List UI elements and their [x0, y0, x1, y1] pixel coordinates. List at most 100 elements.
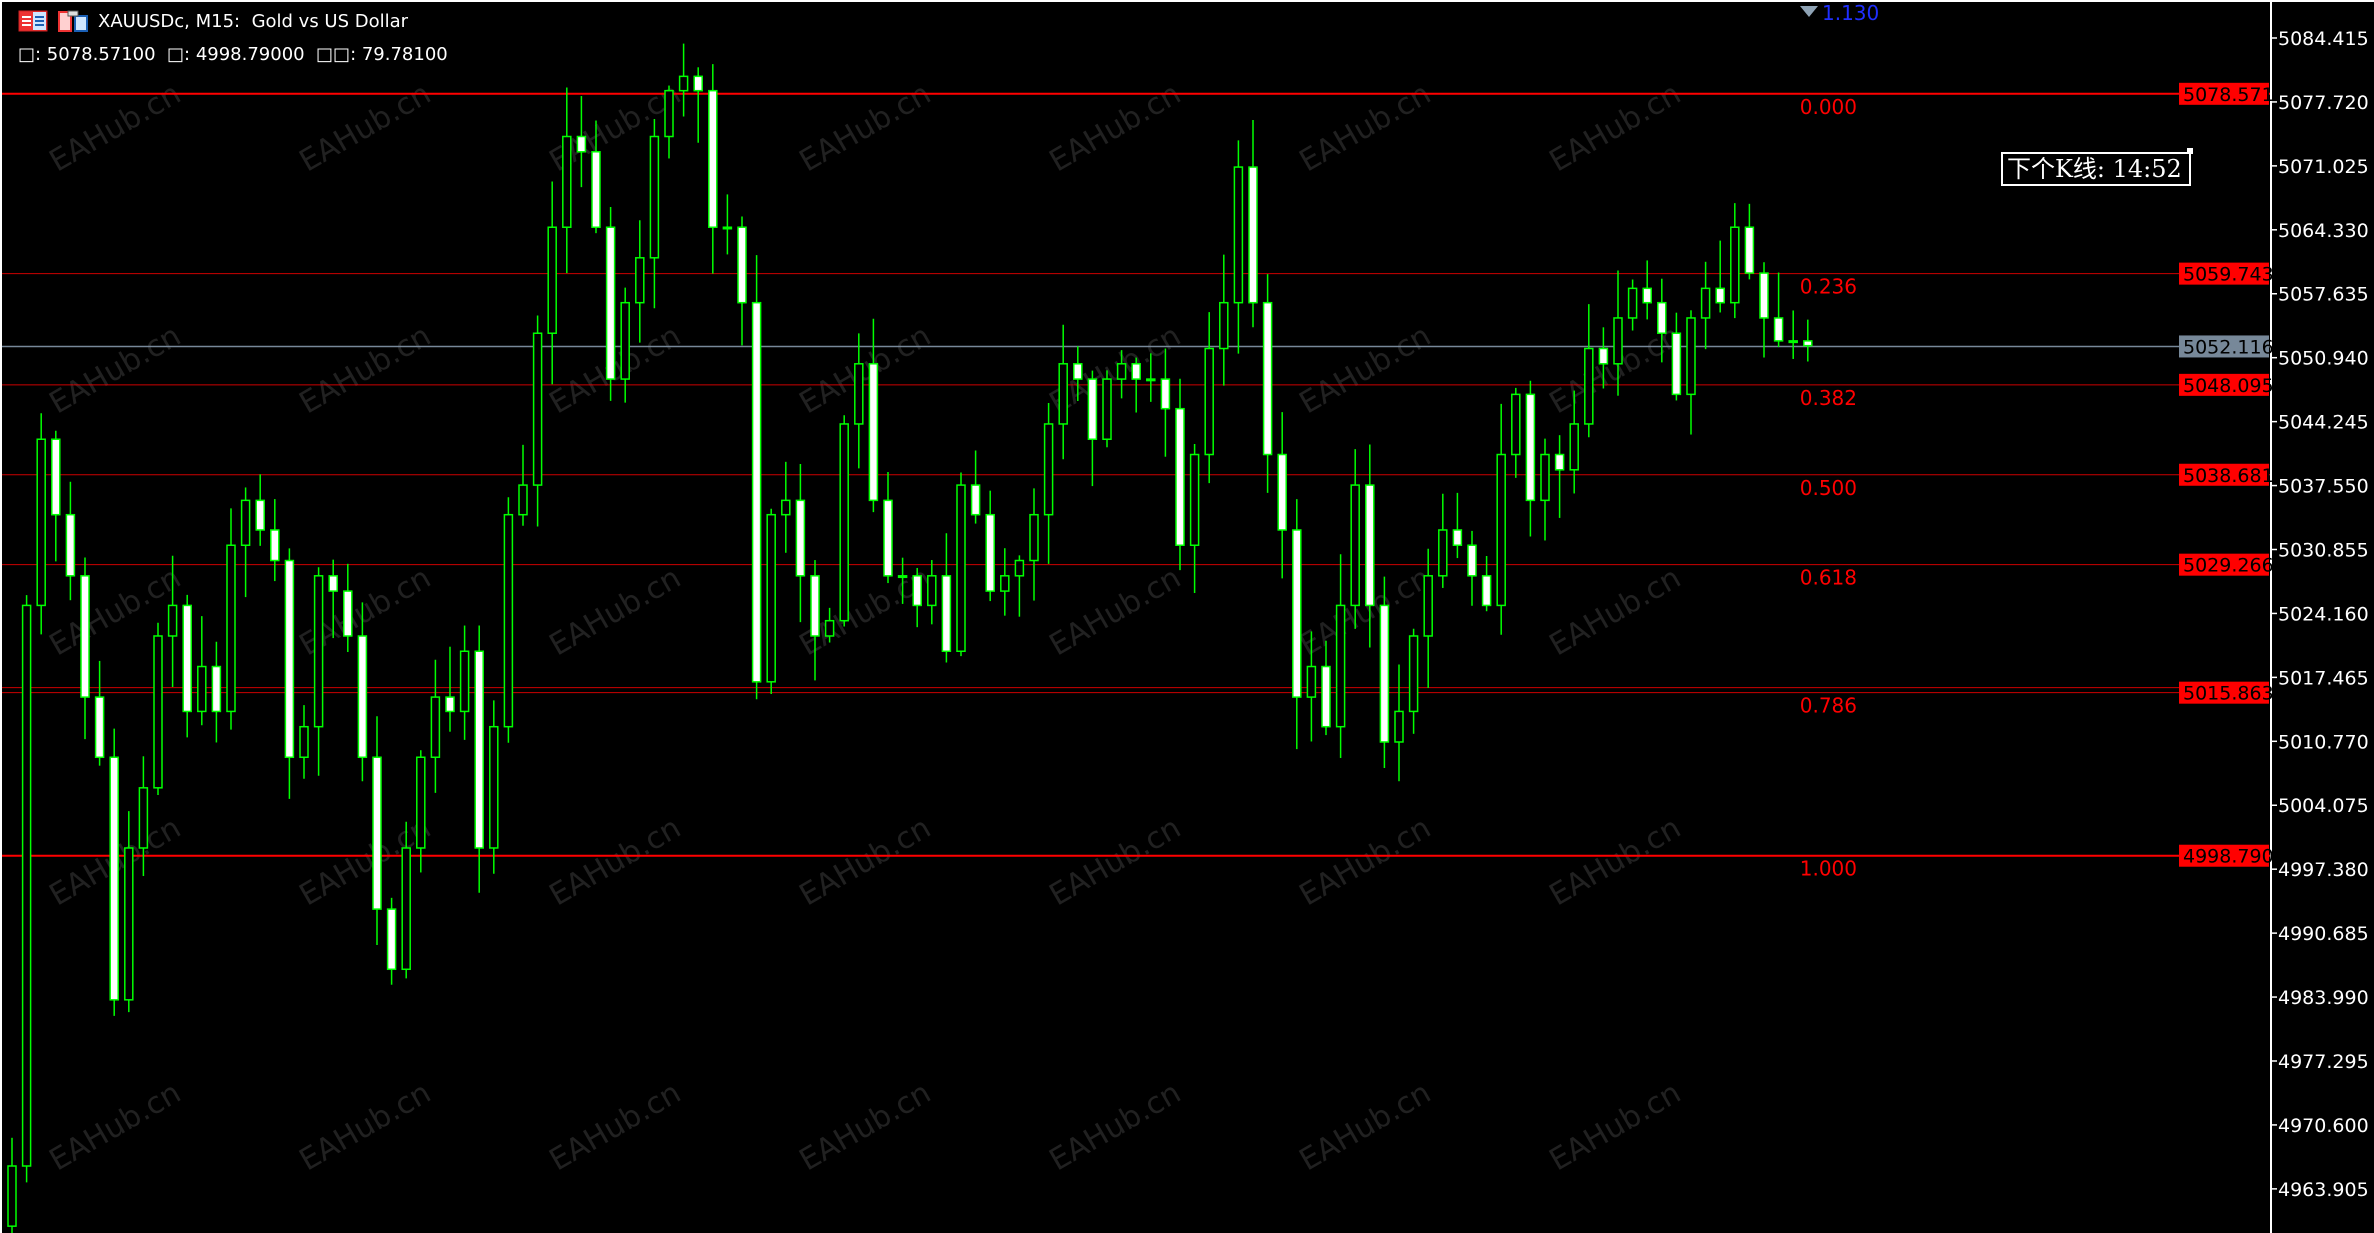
bull-candle-body	[153, 635, 163, 789]
axis-tick-label: 5024.160	[2278, 603, 2369, 625]
candle	[664, 85, 674, 159]
candle	[240, 487, 251, 598]
candle	[109, 728, 119, 1016]
bull-candle-body	[1102, 378, 1112, 440]
fibo-price-badge-bg	[2179, 681, 2269, 704]
bear-candle-body	[1087, 378, 1098, 440]
bear-candle-body	[985, 513, 995, 592]
watermark-text: EAHub.cn	[1044, 76, 1187, 179]
bull-candle-body	[1569, 423, 1579, 471]
bull-candle-body	[927, 575, 937, 607]
candle	[1715, 240, 1725, 313]
fibo-price-badge: 4998.790	[2183, 846, 2274, 868]
bear-candle-body	[1073, 363, 1083, 380]
candle	[810, 560, 820, 681]
bull-candle-body	[1730, 226, 1740, 304]
candle	[255, 474, 265, 546]
bear-candle-body	[343, 590, 353, 637]
candle	[839, 415, 849, 627]
bull-candle-body	[226, 544, 236, 713]
bear-candle-body	[270, 529, 280, 562]
bear-candle-body	[912, 575, 922, 607]
bull-candle-body	[722, 226, 733, 230]
candle	[1262, 274, 1273, 493]
bull-candle-body	[1146, 378, 1156, 382]
bull-candle-body	[1189, 453, 1200, 546]
current-price-badge-bg	[2179, 335, 2269, 358]
candle	[94, 660, 105, 766]
bull-candle-body	[167, 604, 178, 637]
price-axis[interactable]: 5084.415 5077.720 5071.025 5064.330 5057.635…	[2179, 0, 2369, 1233]
fibo-price-badge: 5038.681	[2183, 465, 2274, 487]
fibo-price-badge-bg	[2179, 463, 2269, 486]
candle	[1277, 412, 1287, 579]
bear-candle-body	[357, 635, 368, 759]
bear-candle-body	[605, 226, 616, 380]
candle	[912, 567, 922, 628]
candle	[1759, 262, 1769, 358]
candle	[1000, 548, 1010, 616]
bull-candle-body	[7, 1165, 17, 1227]
bear-candle-body	[1744, 226, 1755, 274]
candle	[1365, 444, 1375, 648]
bear-candle-body	[1671, 332, 1682, 396]
bull-candle-body	[416, 756, 426, 849]
bull-candle-body	[1000, 575, 1010, 592]
bear-candle-body	[445, 696, 455, 713]
fibo-level-label: 0.000	[1800, 95, 1857, 119]
bear-candle-body	[1277, 453, 1287, 531]
fibo-level-label: 1.000	[1800, 857, 1857, 881]
candle	[343, 563, 353, 653]
bull-candle-body	[1438, 529, 1448, 577]
fibo-price-badge-bg	[2179, 553, 2269, 576]
bear-candle-body	[1467, 544, 1477, 577]
candle	[1233, 140, 1244, 354]
fibonacci-retracement[interactable]: 0.000 0.236 0.382 0.500 0.618 0.786 1.000	[2, 92, 2271, 881]
bull-candle-body	[401, 847, 411, 971]
bear-candle-body	[1525, 393, 1536, 502]
candle	[1423, 548, 1433, 689]
bull-candle-body	[1350, 484, 1360, 607]
candle	[1248, 119, 1258, 328]
range-info: □: 5078.57100 □: 4998.79000 □□: 79.78100	[18, 44, 448, 65]
bear-candle-body	[51, 438, 61, 516]
candle	[1379, 576, 1390, 768]
candle	[328, 559, 338, 639]
axis-tick-label: 5044.245	[2278, 412, 2369, 434]
bear-candle-body	[1598, 347, 1609, 365]
current-price-badge: 5052.116	[2183, 336, 2274, 358]
bull-candle-body	[781, 499, 791, 516]
candle	[36, 413, 46, 635]
candle	[1335, 554, 1346, 758]
candle	[386, 897, 397, 985]
candle	[824, 607, 835, 643]
candle	[1627, 279, 1638, 331]
fibo-price-badge: 5015.863	[2183, 683, 2274, 705]
candle	[503, 497, 514, 743]
bear-candle-body	[591, 151, 601, 228]
fibo-level-label: 0.236	[1800, 275, 1857, 299]
candle	[708, 64, 718, 274]
bull-candle-body	[664, 89, 674, 138]
watermark-text: EAHub.cn	[1294, 76, 1437, 179]
bull-candle-body	[489, 725, 499, 849]
candle	[1686, 310, 1696, 435]
bear-candle-body	[868, 363, 879, 502]
axis-tick-label: 4983.990	[2278, 987, 2369, 1009]
chart-window-icon[interactable]	[18, 10, 48, 32]
watermark-text: EAHub.cn	[1294, 1075, 1437, 1178]
candle	[854, 333, 864, 469]
candle	[1481, 555, 1492, 612]
bull-candle-body	[1335, 604, 1346, 728]
bear-candle-body	[1715, 287, 1725, 304]
candle	[51, 430, 61, 562]
candle	[1073, 346, 1083, 402]
scroll-marker-icon[interactable]	[1800, 6, 1818, 17]
bull-candle-body	[1700, 287, 1711, 319]
symbol-icon[interactable]	[58, 10, 88, 32]
candle	[299, 705, 309, 779]
bull-candle-body	[1423, 575, 1433, 637]
bear-candle-body	[1292, 529, 1302, 698]
countdown-anchor-handle[interactable]	[2187, 148, 2193, 154]
